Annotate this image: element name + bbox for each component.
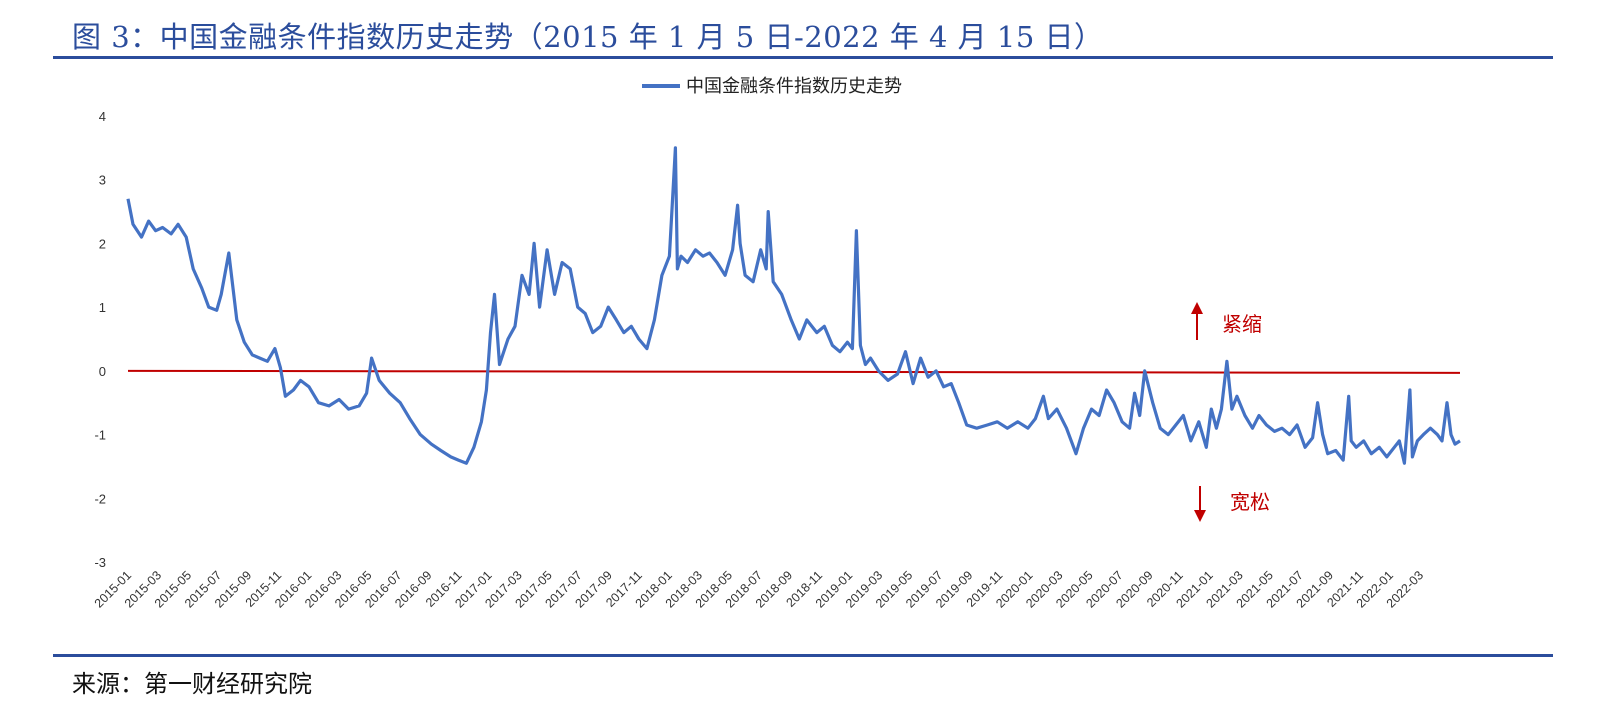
annotation-tightening-label: 紧缩 [1222, 312, 1262, 336]
annotation-easing-label: 宽松 [1230, 490, 1270, 514]
y-tick-label: 1 [99, 300, 106, 315]
figure-title: 图 3：中国金融条件指数历史走势（2015 年 1 月 5 日-2022 年 4… [72, 20, 1104, 54]
arrow-down-head [1194, 510, 1206, 522]
legend-label: 中国金融条件指数历史走势 [686, 76, 902, 97]
annotation-easing: 宽松 [1194, 486, 1270, 522]
y-tick-label: -1 [94, 428, 106, 443]
y-tick-label: 0 [99, 364, 106, 379]
legend: 中国金融条件指数历史走势 [642, 76, 902, 97]
y-axis: 4 3 2 1 0 -1 -2 -3 [94, 109, 106, 570]
zero-reference-line [127, 369, 1461, 374]
x-axis: 2015-012015-032015-052015-072015-092015-… [92, 568, 1426, 610]
y-tick-label: 2 [99, 236, 106, 251]
arrow-up-head [1191, 302, 1203, 314]
y-tick-label: 4 [99, 109, 106, 124]
series-line-fci [126, 146, 1461, 465]
source-rule [53, 654, 1553, 657]
y-tick-label: -3 [94, 555, 106, 570]
title-rule [53, 56, 1553, 59]
y-tick-label: -2 [94, 491, 106, 506]
annotation-tightening: 紧缩 [1191, 302, 1262, 340]
y-tick-label: 3 [99, 173, 106, 188]
figure-source: 来源：第一财经研究院 [72, 670, 312, 698]
